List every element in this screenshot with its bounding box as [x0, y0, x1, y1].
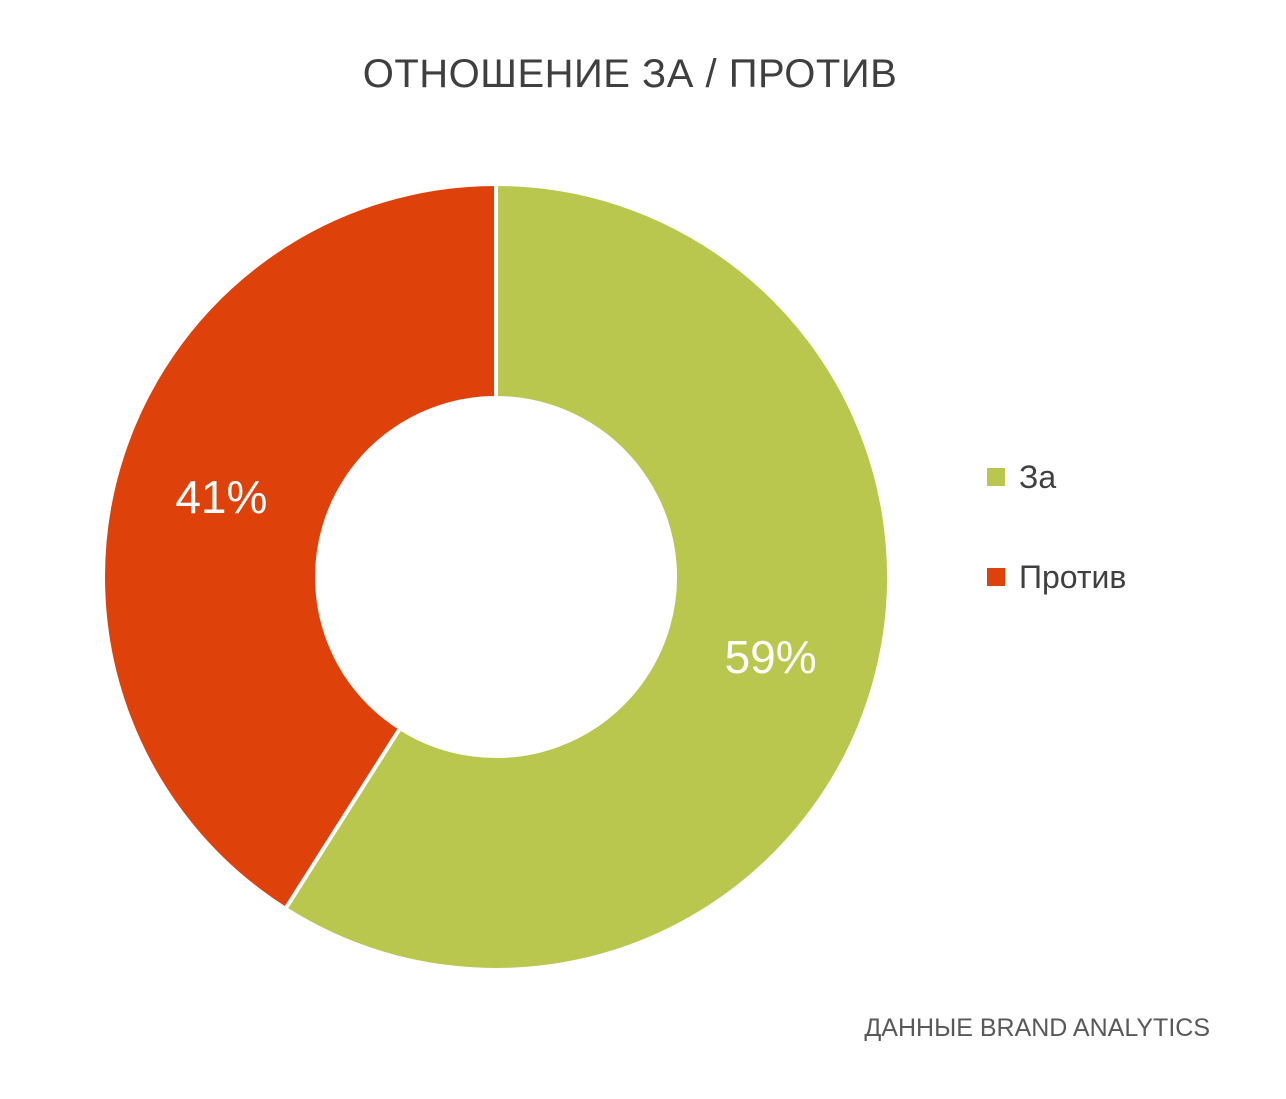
data-label-za: 59%: [725, 631, 817, 683]
chart-legend: За Против: [987, 455, 1247, 655]
slices-layer: [101, 182, 891, 972]
legend-label: Против: [1019, 558, 1127, 595]
slice-za: [283, 182, 891, 972]
legend-swatch: [987, 468, 1005, 486]
legend-item-za: За: [987, 455, 1247, 499]
chart-title: ОТНОШЕНИЕ ЗА / ПРОТИВ: [362, 52, 898, 96]
labels-layer: 59% 41%: [175, 471, 816, 683]
source-note: ДАННЫЕ BRAND ANALYTICS: [864, 1014, 1210, 1042]
legend-item-protiv: Против: [987, 555, 1247, 599]
data-label-protiv: 41%: [175, 471, 267, 523]
legend-swatch: [987, 568, 1005, 586]
slice-protiv: [101, 182, 498, 911]
legend-label: За: [1019, 458, 1057, 495]
